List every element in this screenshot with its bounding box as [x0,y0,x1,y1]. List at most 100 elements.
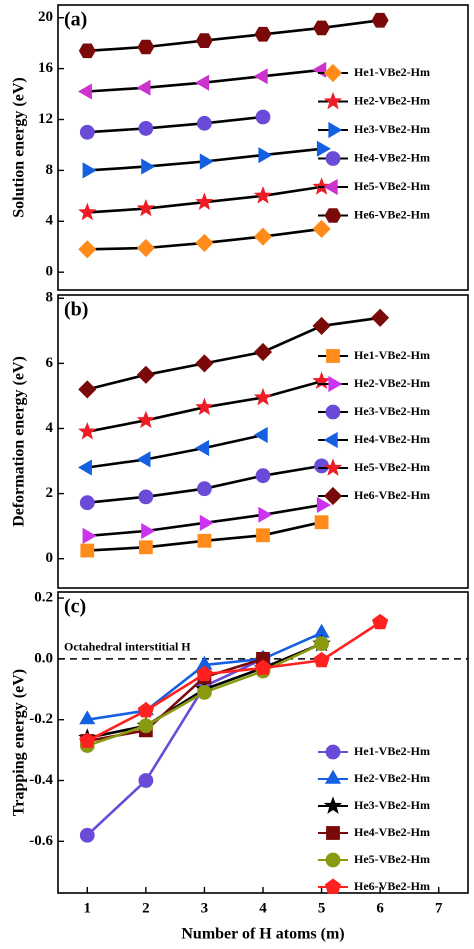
marker [78,422,97,440]
marker [253,342,273,362]
marker [195,439,210,457]
marker [136,238,155,258]
marker [254,26,272,42]
marker [78,380,97,399]
y-tick-label: 8 [46,162,54,178]
panel-label: (c) [64,596,86,618]
marker [253,68,268,85]
legend-marker [324,769,342,784]
marker [197,115,212,131]
legend-label: He1-VBe2-Hm [354,348,430,362]
legend-marker [324,208,342,223]
x-tick-label: 6 [376,900,384,916]
marker [136,198,155,217]
marker [195,33,213,48]
marker [197,684,212,700]
marker [258,506,273,523]
legend-marker [323,796,343,814]
x-tick-label: 1 [84,900,92,916]
marker [255,109,271,125]
marker [256,528,270,543]
legend-label: He1-VBe2-Hm [354,744,430,758]
legend-label: He5-VBe2-Hm [354,179,430,193]
y-tick-label: 4 [46,420,54,436]
marker [253,426,268,444]
legend-label: He4-VBe2-Hm [354,825,430,839]
marker [136,451,151,468]
y-tick-label: 0 [46,264,54,280]
marker [136,79,151,96]
legend-marker [326,349,340,363]
legend-label: He6-VBe2-Hm [354,488,430,502]
marker [371,12,389,28]
marker [138,121,154,136]
y-tick-label: 0.2 [34,590,53,606]
legend-marker [324,878,342,894]
y-tick-label: -0.6 [29,833,53,849]
legend-label: He3-VBe2-Hm [354,798,430,812]
y-tick-label: 20 [38,9,53,25]
marker [253,227,273,246]
marker [79,124,95,140]
marker [312,219,331,238]
marker [78,83,92,100]
marker [78,240,97,259]
marker [79,710,96,725]
legend-marker [326,826,340,840]
x-tick-label: 7 [435,900,443,916]
marker [195,192,214,211]
marker [82,527,97,544]
legend-marker [323,431,338,449]
y-tick-label: 2 [46,485,54,501]
series-line [86,657,264,837]
legend-marker [325,744,341,760]
y-tick-label: 4 [46,213,54,229]
marker [195,397,214,416]
legend-label: He2-VBe2-Hm [354,376,430,390]
marker [196,665,213,681]
marker [312,371,331,390]
legend-marker [323,486,343,506]
y-tick-label: 0.0 [34,650,53,666]
legend-marker [323,178,338,196]
legend-label: He5-VBe2-Hm [354,460,430,474]
marker [141,523,156,540]
marker [314,515,329,530]
marker [195,74,210,91]
series-line [87,433,264,469]
marker [138,773,154,788]
legend-label: He4-VBe2-Hm [354,150,430,164]
marker [313,651,330,668]
y-tick-label: 6 [46,355,54,371]
legend-label: He6-VBe2-Hm [354,879,430,893]
y-tick-label: 12 [38,111,53,127]
marker [138,540,153,555]
plot-frame [57,294,469,589]
marker [314,636,329,652]
legend-marker [328,121,343,139]
marker [255,468,271,484]
marker [79,827,95,843]
marker [78,202,97,221]
legend-marker [325,852,341,868]
legend-label: He6-VBe2-Hm [354,207,430,221]
series-line [87,19,381,53]
marker [199,153,214,170]
marker [136,365,155,384]
x-axis-label: Number of H atoms (m) [181,926,344,943]
marker [197,481,212,497]
y-tick-label: 16 [38,60,54,76]
legend-label: He3-VBe2-Hm [354,122,430,136]
marker [82,162,97,179]
marker [195,233,214,252]
legend-marker [325,404,341,420]
marker [137,702,154,718]
marker [371,308,390,327]
x-tick-label: 3 [201,900,209,916]
series-line [87,115,264,134]
marker [199,514,214,531]
panel-label: (a) [64,9,87,31]
marker [195,354,214,373]
panel-label: (b) [64,299,88,321]
